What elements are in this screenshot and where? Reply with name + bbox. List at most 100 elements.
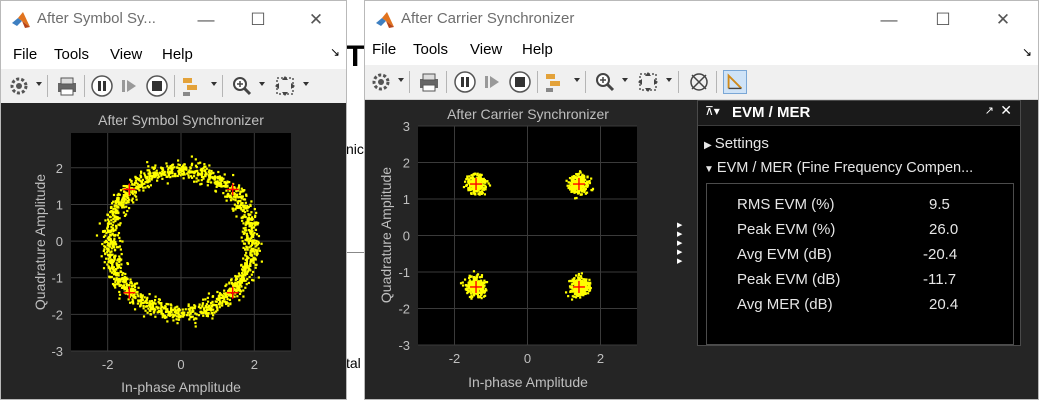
- maximize-button[interactable]: ☐: [935, 10, 951, 29]
- y-tick-label: -2: [398, 302, 410, 317]
- highlight-icon[interactable]: [180, 74, 204, 98]
- title-bar[interactable]: After Carrier Synchronizer — ☐ ✕: [365, 1, 1038, 39]
- matlab-logo-icon: [12, 12, 30, 28]
- x-tick-label: -2: [102, 357, 114, 372]
- evm-mer-panel: ⊼▾ EVM / MER ↗ ✕ ▶ Settings ▼ EVM / MER (F…: [697, 100, 1021, 346]
- menu-view[interactable]: View: [110, 46, 143, 63]
- toolbar-separator: [585, 71, 586, 93]
- menu-help[interactable]: Help: [162, 46, 193, 63]
- autoscale-icon[interactable]: [636, 70, 660, 94]
- dock-arrow-icon[interactable]: ↘: [1021, 45, 1032, 59]
- plot-title: After Carrier Synchronizer: [447, 106, 609, 122]
- figure-area: After Symbol Synchronizer -2 0 2 2 1 0 -1 -2 -3…: [1, 103, 346, 399]
- evm-section-toggle[interactable]: ▼ EVM / MER (Fine Frequency Compen...: [704, 160, 973, 176]
- toolbar-separator: [716, 71, 717, 93]
- menu-file[interactable]: File: [372, 41, 397, 58]
- chevron-down-icon[interactable]: [259, 82, 265, 86]
- x-tick-labels: -2 0 2: [102, 357, 258, 372]
- toolbar-separator: [409, 71, 410, 93]
- window-title: After Carrier Synchronizer: [401, 10, 575, 27]
- reference-constellation: [123, 183, 239, 299]
- metric-value: 9.5: [929, 196, 950, 213]
- toolbar-separator: [678, 71, 679, 93]
- close-button[interactable]: ✕: [308, 10, 324, 29]
- chevron-down-icon[interactable]: [574, 78, 580, 82]
- metric-label: Avg EVM (dB): [737, 246, 832, 263]
- minimize-button[interactable]: —: [880, 10, 898, 29]
- stop-icon[interactable]: [145, 74, 169, 98]
- background-divider: [346, 252, 366, 253]
- toolbar-separator: [446, 71, 447, 93]
- reference-constellation: [470, 178, 585, 293]
- y-tick-label: 0: [403, 229, 410, 244]
- metric-label: Peak EVM (%): [737, 221, 836, 238]
- y-tick-label: 1: [56, 197, 63, 212]
- symbol-sync-window: After Symbol Sy... — ☐ ✕ File Tools View…: [0, 0, 347, 400]
- minimize-button[interactable]: —: [197, 10, 215, 29]
- menu-tools[interactable]: Tools: [413, 41, 449, 58]
- print-icon[interactable]: [55, 74, 79, 98]
- carrier-sync-plot: After Carrier Synchronizer -2 0 2 3 2 1 0 -1 -2…: [378, 106, 637, 390]
- metric-value: -20.4: [923, 246, 958, 263]
- x-tick-label: 2: [251, 357, 258, 372]
- panel-splitter-handle[interactable]: ▶ ▶ ▶ ▶ ▶: [677, 222, 683, 265]
- x-tick-label: -2: [449, 351, 461, 366]
- pause-icon[interactable]: [90, 74, 114, 98]
- x-axis-label: In-phase Amplitude: [468, 374, 588, 390]
- chevron-down-icon[interactable]: [398, 78, 404, 82]
- menu-help[interactable]: Help: [522, 41, 553, 58]
- chevron-down-icon[interactable]: [666, 78, 672, 82]
- y-tick-label: -2: [51, 307, 63, 322]
- metric-row: Avg EVM (dB) -20.4: [707, 246, 1013, 271]
- metric-label: Peak EVM (dB): [737, 271, 841, 288]
- autoscale-icon[interactable]: [273, 74, 297, 98]
- menu-file[interactable]: File: [13, 46, 38, 63]
- metric-value: 20.4: [929, 296, 959, 313]
- chevron-down-icon[interactable]: [211, 82, 217, 86]
- dock-arrow-icon[interactable]: ↘: [329, 45, 340, 59]
- stop-icon[interactable]: [508, 70, 532, 94]
- gear-icon[interactable]: [369, 70, 393, 94]
- menu-tools[interactable]: Tools: [54, 46, 90, 63]
- window-title: After Symbol Sy...: [37, 10, 156, 27]
- step-forward-icon[interactable]: [117, 74, 141, 98]
- title-bar[interactable]: After Symbol Sy... — ☐ ✕: [1, 1, 346, 39]
- metric-row: Peak EVM (%) 26.0: [707, 221, 1013, 246]
- chevron-right-icon: ▶: [704, 140, 712, 151]
- y-tick-label: 1: [403, 192, 410, 207]
- gear-icon[interactable]: [7, 74, 31, 98]
- y-tick-label: 0: [56, 234, 63, 249]
- constellation-reference-icon[interactable]: [687, 70, 711, 94]
- menu-bar: File Tools View Help ↘: [365, 39, 1038, 69]
- toolbar-separator: [47, 75, 48, 97]
- chevron-down-icon[interactable]: [303, 82, 309, 86]
- panel-menu-icon[interactable]: ⊼▾: [705, 104, 720, 118]
- close-icon[interactable]: ✕: [1000, 102, 1012, 118]
- zoom-in-icon[interactable]: [593, 70, 617, 94]
- step-forward-icon[interactable]: [480, 70, 504, 94]
- evm-section-label: EVM / MER (Fine Frequency Compen...: [716, 160, 974, 176]
- y-tick-label: 2: [403, 156, 410, 171]
- menu-view[interactable]: View: [470, 41, 503, 58]
- y-tick-label: 2: [56, 161, 63, 176]
- toolbar: [365, 65, 1038, 100]
- settings-section-toggle[interactable]: ▶ Settings: [704, 135, 769, 152]
- y-tick-labels: 3 2 1 0 -1 -2 -3: [398, 119, 410, 353]
- undock-icon[interactable]: ↗: [984, 105, 994, 117]
- chevron-down-icon[interactable]: [622, 78, 628, 82]
- metric-value: 26.0: [929, 221, 959, 238]
- maximize-button[interactable]: ☐: [250, 10, 266, 29]
- pause-icon[interactable]: [453, 70, 477, 94]
- zoom-in-icon[interactable]: [230, 74, 254, 98]
- highlight-icon[interactable]: [543, 70, 567, 94]
- close-button[interactable]: ✕: [995, 10, 1011, 29]
- chevron-down-icon: ▼: [704, 164, 714, 175]
- matlab-logo-icon: [376, 12, 394, 28]
- metric-label: Avg MER (dB): [737, 296, 833, 313]
- grid-lines: [418, 125, 637, 346]
- evm-measurement-icon[interactable]: [723, 70, 747, 94]
- x-tick-label: 0: [524, 351, 531, 366]
- background-window: T nic tal: [346, 0, 366, 400]
- print-icon[interactable]: [417, 70, 441, 94]
- chevron-down-icon[interactable]: [36, 82, 42, 86]
